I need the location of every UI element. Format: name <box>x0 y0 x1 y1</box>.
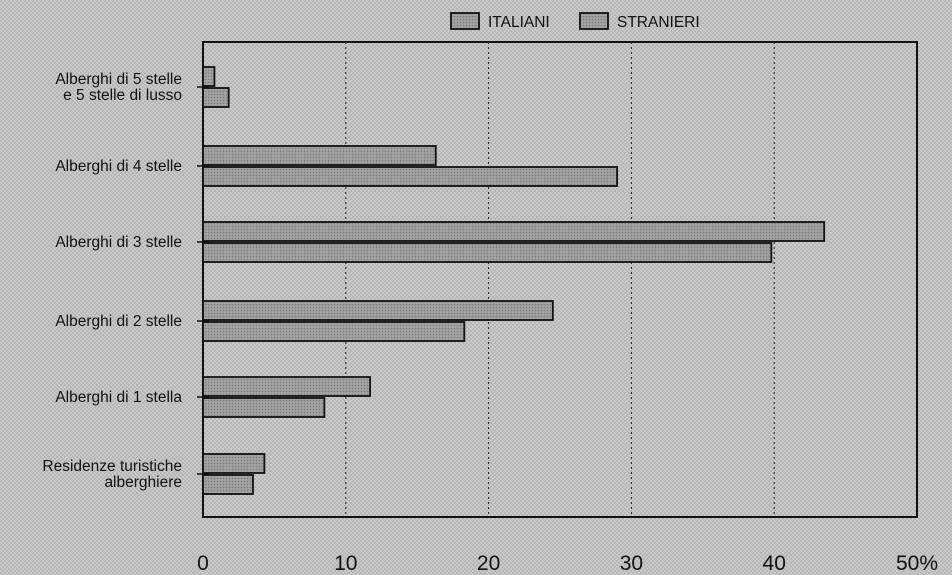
bar-stranieri <box>202 242 773 263</box>
legend-label-stranieri: STRANIERI <box>617 14 700 31</box>
bar-italiani <box>202 145 437 166</box>
bar-stranieri <box>202 166 619 187</box>
legend-label-italiani: ITALIANI <box>488 14 550 31</box>
x-tick-label: 10 <box>334 552 357 575</box>
legend-swatch-stranieri <box>579 12 609 30</box>
category-label: Alberghi di 4 stelle <box>55 158 182 175</box>
category-label: Residenze turistiche <box>42 458 182 475</box>
bar-stranieri <box>202 321 466 342</box>
plot-frame <box>202 41 918 518</box>
x-tick-label: 30 <box>620 552 643 575</box>
bar-italiani <box>202 221 826 242</box>
category-label: Alberghi di 5 stelle <box>55 71 182 88</box>
bar-italiani <box>202 66 216 87</box>
x-tick-label: 50% <box>896 552 938 575</box>
bar-italiani <box>202 453 266 474</box>
bar-stranieri <box>202 474 254 495</box>
category-label: alberghiere <box>104 474 182 491</box>
x-tick-label: 40 <box>763 552 786 575</box>
category-label: Alberghi di 2 stelle <box>55 313 182 330</box>
bar-italiani <box>202 300 554 321</box>
category-label: e 5 stelle di lusso <box>63 87 182 104</box>
category-label: Alberghi di 1 stella <box>55 389 182 406</box>
x-tick-label: 20 <box>477 552 500 575</box>
bar-stranieri <box>202 397 326 418</box>
category-label: Alberghi di 3 stelle <box>55 234 182 251</box>
bar-stranieri <box>202 87 230 108</box>
x-tick-label: 0 <box>197 552 209 575</box>
legend-swatch-italiani <box>450 12 480 30</box>
bar-italiani <box>202 376 371 397</box>
